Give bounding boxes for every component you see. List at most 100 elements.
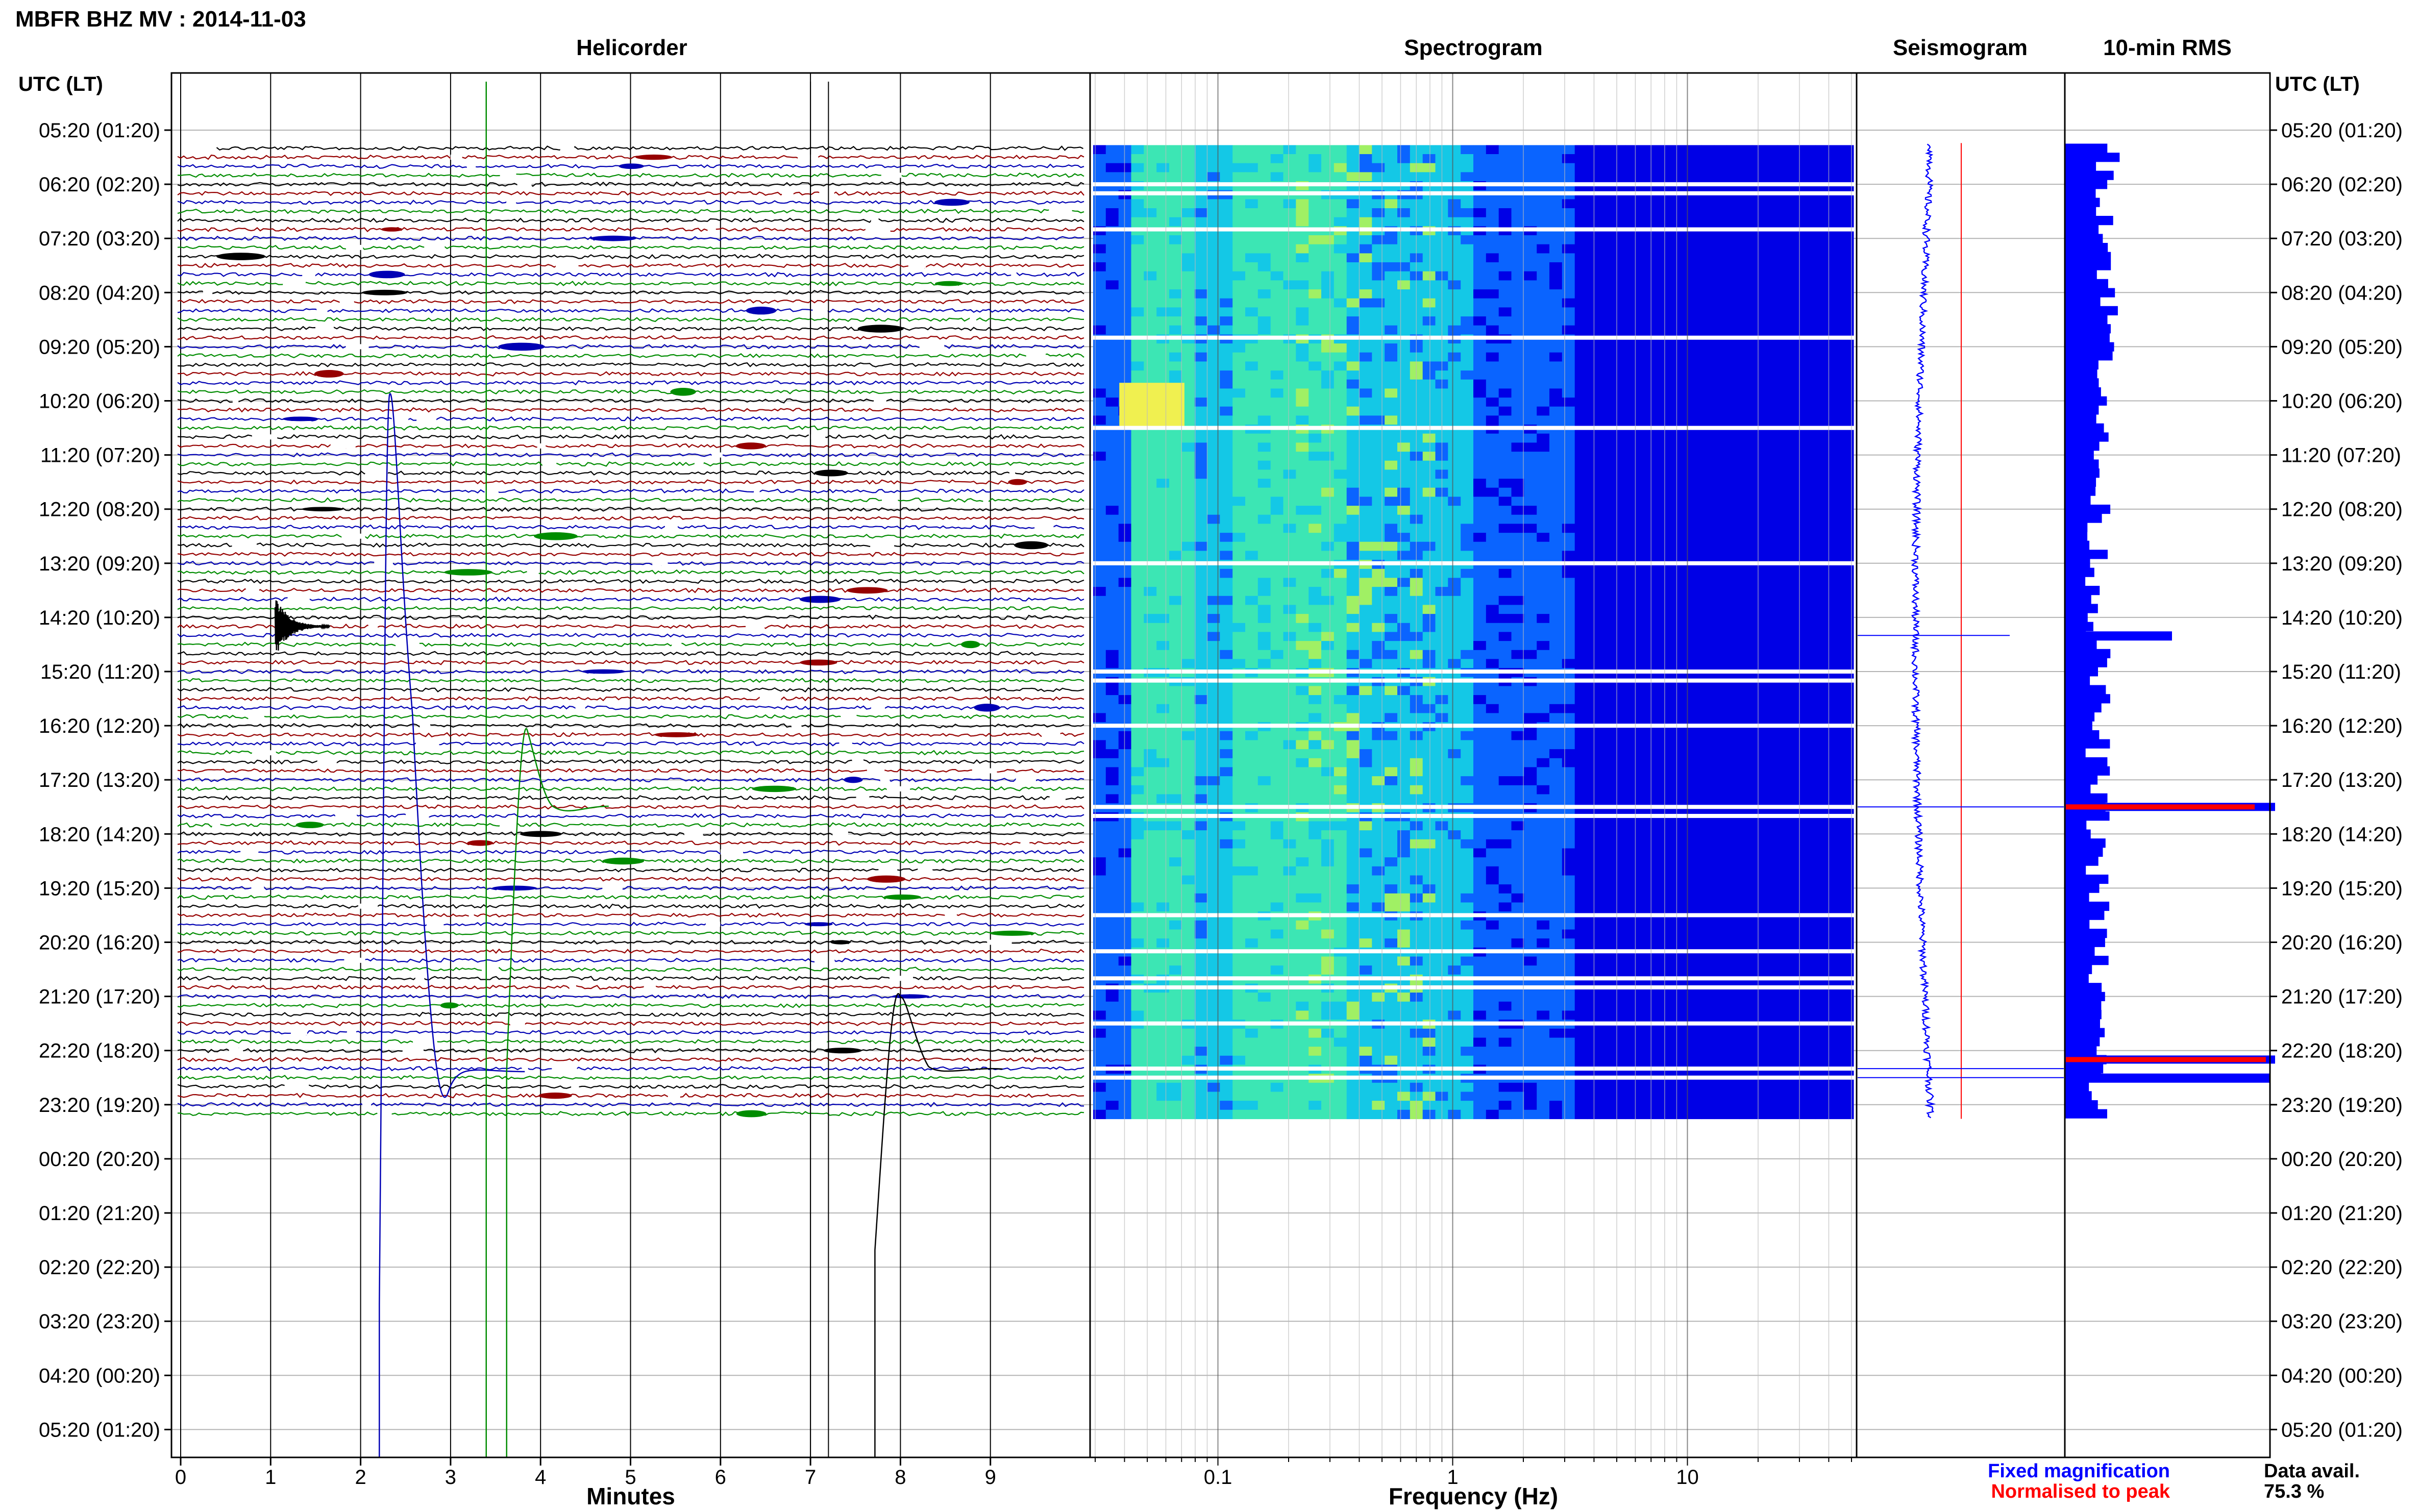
spectrogram-cell	[1359, 199, 1372, 209]
spectrogram-cell	[1562, 686, 1575, 696]
spectrogram-cell	[1574, 460, 1588, 470]
spectrogram-cell	[1296, 307, 1309, 317]
spectrogram-cell	[1549, 695, 1563, 705]
spectrogram-cell	[1600, 298, 1613, 308]
helicorder-line	[177, 705, 1084, 711]
spectrogram-cell	[1359, 307, 1372, 317]
spectrogram-cell	[1220, 316, 1233, 326]
spectrogram-cell	[1181, 235, 1195, 245]
spectrogram-cell	[1803, 794, 1816, 804]
spectrogram-cell	[1473, 578, 1487, 587]
spectrogram-cell	[1600, 641, 1613, 651]
spectrogram-cell	[1385, 469, 1398, 479]
spectrogram-cell	[1296, 686, 1309, 696]
spectrogram-cell	[1778, 316, 1791, 326]
spectrogram-cell	[1296, 623, 1309, 633]
spectrogram-cell	[1600, 830, 1613, 840]
spectrogram-cell	[1778, 379, 1791, 389]
spectrogram-cell	[1828, 217, 1841, 227]
spectrogram-cell	[1511, 541, 1524, 551]
spectrogram-cell	[1714, 587, 1727, 597]
data-gap	[252, 434, 278, 440]
spectrogram-cell	[1346, 794, 1360, 804]
spectrogram-cell	[1689, 587, 1702, 597]
spectrogram-cell	[1486, 749, 1499, 759]
spectrogram-cell	[1701, 460, 1715, 470]
spectrogram-cell	[1726, 695, 1740, 705]
spectrogram-cell	[1270, 596, 1284, 606]
spectrogram-cell	[1359, 433, 1372, 443]
spectrogram-cell	[1334, 839, 1347, 849]
spectrogram-cell	[1194, 713, 1208, 723]
spectrogram-cell	[1828, 659, 1841, 668]
spectrogram-cell	[1309, 253, 1322, 263]
spectrogram-cell	[1093, 280, 1106, 290]
spectrogram-cell	[1486, 704, 1499, 714]
spectrogram-cell	[1650, 568, 1664, 579]
spectrogram-cell	[1144, 686, 1157, 696]
spectrogram-cell	[1537, 632, 1550, 641]
data-gap	[316, 308, 328, 313]
spectrogram-cell	[1803, 541, 1816, 551]
spectrogram-cell	[1346, 767, 1360, 777]
spectrogram-cell	[1498, 280, 1512, 290]
spectrogram-cell	[1549, 524, 1563, 533]
spectrogram-cell	[1283, 235, 1296, 245]
spectrogram-cell	[1498, 767, 1512, 777]
spectrogram-cell	[1778, 217, 1791, 227]
spectrogram-cell	[1537, 199, 1550, 209]
spectrogram-cell	[1739, 253, 1752, 263]
spectrogram-cell	[1118, 316, 1132, 326]
spectrogram-cell	[1385, 452, 1398, 461]
spectrogram-cell	[1232, 839, 1246, 849]
spectrogram-cell	[1461, 514, 1474, 524]
helicorder-line	[177, 569, 1084, 575]
spectrogram-cell	[1334, 659, 1347, 668]
spectrogram-cell	[1765, 514, 1778, 524]
spectrogram-cell	[1663, 785, 1676, 795]
spectrogram-cell	[1118, 154, 1132, 164]
spectrogram-cell	[1359, 406, 1372, 416]
spectrogram-cell	[1257, 551, 1271, 560]
data-gap	[284, 1084, 309, 1089]
spectrogram-cell	[1625, 352, 1639, 362]
spectrogram-cell	[1334, 217, 1347, 227]
spectrogram-cell	[1815, 163, 1829, 172]
spectrogram-cell	[1309, 695, 1322, 705]
spectrogram-cell	[1663, 758, 1676, 768]
spectrogram-cell	[1498, 641, 1512, 651]
spectrogram-cell	[1359, 154, 1372, 164]
spectrogram-cell	[1803, 325, 1816, 335]
spectrogram-cell	[1625, 163, 1639, 172]
spectrogram-cell	[1359, 316, 1372, 326]
spectrogram-cell	[1714, 406, 1727, 416]
spectrogram-cell	[1181, 253, 1195, 263]
spectrogram-cell	[1397, 469, 1411, 479]
spectrogram-cell	[1486, 262, 1499, 272]
noise-burst	[602, 857, 645, 865]
spectrogram-cell	[1625, 316, 1639, 326]
spectrogram-cell	[1828, 749, 1841, 759]
spectrogram-cell	[1803, 623, 1816, 633]
spectrogram-cell	[1270, 632, 1284, 641]
spectrogram-cell	[1765, 460, 1778, 470]
spectrogram-cell	[1169, 524, 1182, 533]
spectrogram-cell	[1574, 235, 1588, 245]
spectrogram-cell	[1765, 298, 1778, 308]
spectrogram-cell	[1156, 785, 1170, 795]
spectrogram-cell	[1359, 776, 1372, 786]
spectrogram-cell	[1397, 596, 1411, 606]
spectrogram-cell	[1537, 145, 1550, 155]
spectrogram-cell	[1270, 641, 1284, 651]
spectrogram-cell	[1726, 469, 1740, 479]
spectrogram-cell	[1346, 154, 1360, 164]
spectrogram-cell	[1663, 695, 1676, 705]
data-gap	[672, 641, 682, 647]
spectrogram-cell	[1283, 776, 1296, 786]
spectrogram-cell	[1676, 587, 1689, 597]
spectrogram-cell	[1790, 298, 1804, 308]
spectrogram-cell	[1676, 307, 1689, 317]
spectrogram-cell	[1841, 235, 1854, 245]
spectrogram-cell	[1562, 785, 1575, 795]
spectrogram-cell	[1765, 587, 1778, 597]
